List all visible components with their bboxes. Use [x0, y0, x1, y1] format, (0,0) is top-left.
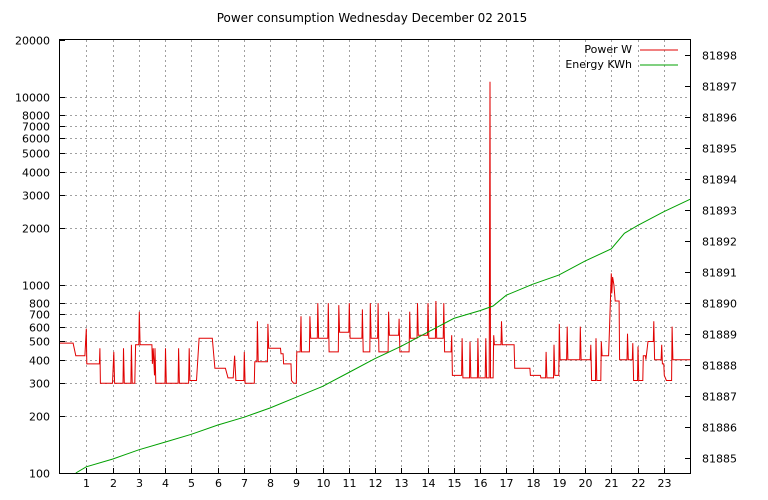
series-layer	[60, 81, 691, 474]
legend: Power W Energy KWh	[565, 43, 678, 71]
x-tick-label: 5	[188, 477, 195, 490]
y-left-tick-label: 200	[29, 411, 50, 424]
x-tick-label: 16	[474, 477, 488, 490]
x-tick-label: 1	[83, 477, 90, 490]
y-right-tick-label: 81892	[702, 236, 737, 249]
y-right-tick-label: 81889	[702, 329, 737, 342]
y-right-tick-label: 81896	[702, 112, 737, 125]
series-line-power	[60, 81, 690, 384]
x-tick-label: 8	[267, 477, 274, 490]
y-left-tick-label: 5000	[22, 148, 50, 161]
x-tick-label: 14	[422, 477, 436, 490]
x-tick-label: 7	[241, 477, 248, 490]
x-tick-label: 18	[527, 477, 541, 490]
x-tick-label: 9	[293, 477, 300, 490]
y-left-tick-label: 1000	[22, 280, 50, 293]
x-tick-label: 13	[395, 477, 409, 490]
legend-label-energy: Energy KWh	[565, 58, 632, 71]
y-right-tick-label: 81886	[702, 422, 737, 435]
y-right-tick-label: 81891	[702, 267, 737, 280]
y-left-tick-label: 8000	[22, 110, 50, 123]
x-tick-label: 11	[343, 477, 357, 490]
y-right-tick-label: 81890	[702, 298, 737, 311]
y-right-tick-label: 81885	[702, 453, 737, 466]
x-tick-label: 3	[136, 477, 143, 490]
y-right-tick-label: 81897	[702, 81, 737, 94]
y-right-tick-label: 81894	[702, 174, 737, 187]
x-axis-ticks: 1 2 3 4 5 6 7 8 9 10 11 12 13 14 15 16 17 18 19 20 21 22 23	[83, 468, 672, 490]
x-tick-label: 2	[110, 477, 117, 490]
x-tick-label: 6	[215, 477, 222, 490]
plot-frame	[59, 39, 691, 474]
legend-label-power: Power W	[584, 43, 632, 56]
y-left-tick-label: 600	[29, 322, 50, 335]
y-left-tick-label: 4000	[22, 167, 50, 180]
y-right-tick-label: 81898	[702, 50, 737, 63]
y-left-tick-label: 800	[29, 298, 50, 311]
y-left-tick-label: 7000	[22, 121, 50, 134]
x-tick-label: 23	[658, 477, 672, 490]
y-left-tick-label: 6000	[22, 133, 50, 146]
x-tick-label: 20	[579, 477, 593, 490]
x-tick-label: 17	[500, 477, 514, 490]
y-left-tick-label: 500	[29, 336, 50, 349]
x-tick-label: 22	[632, 477, 646, 490]
x-tick-label: 4	[162, 477, 169, 490]
y-left-tick-label: 400	[29, 355, 50, 368]
x-tick-label: 21	[605, 477, 619, 490]
y-right-tick-label: 81887	[702, 391, 737, 404]
x-tick-label: 19	[553, 477, 567, 490]
y-left-tick-label: 300	[29, 378, 50, 391]
y-right-tick-label: 81893	[702, 205, 737, 218]
y-left-tick-label: 20000	[15, 35, 50, 48]
y-left-tick-label: 700	[29, 309, 50, 322]
y-right-tick-label: 81888	[702, 360, 737, 373]
y-right-axis-ticks: 81885 81886 81887 81888 81889 81890 81891 81892…	[685, 50, 737, 466]
y-left-tick-label: 2000	[22, 223, 50, 236]
y-right-tick-label: 81895	[702, 143, 737, 156]
x-tick-label: 15	[448, 477, 462, 490]
series-line-energy	[75, 198, 691, 474]
x-tick-label: 12	[369, 477, 383, 490]
x-tick-label: 10	[317, 477, 331, 490]
y-left-tick-label: 3000	[22, 190, 50, 203]
y-left-tick-label: 10000	[15, 92, 50, 105]
chart-title: Power consumption Wednesday December 02 …	[217, 11, 528, 25]
y-left-tick-label: 100	[29, 468, 50, 481]
